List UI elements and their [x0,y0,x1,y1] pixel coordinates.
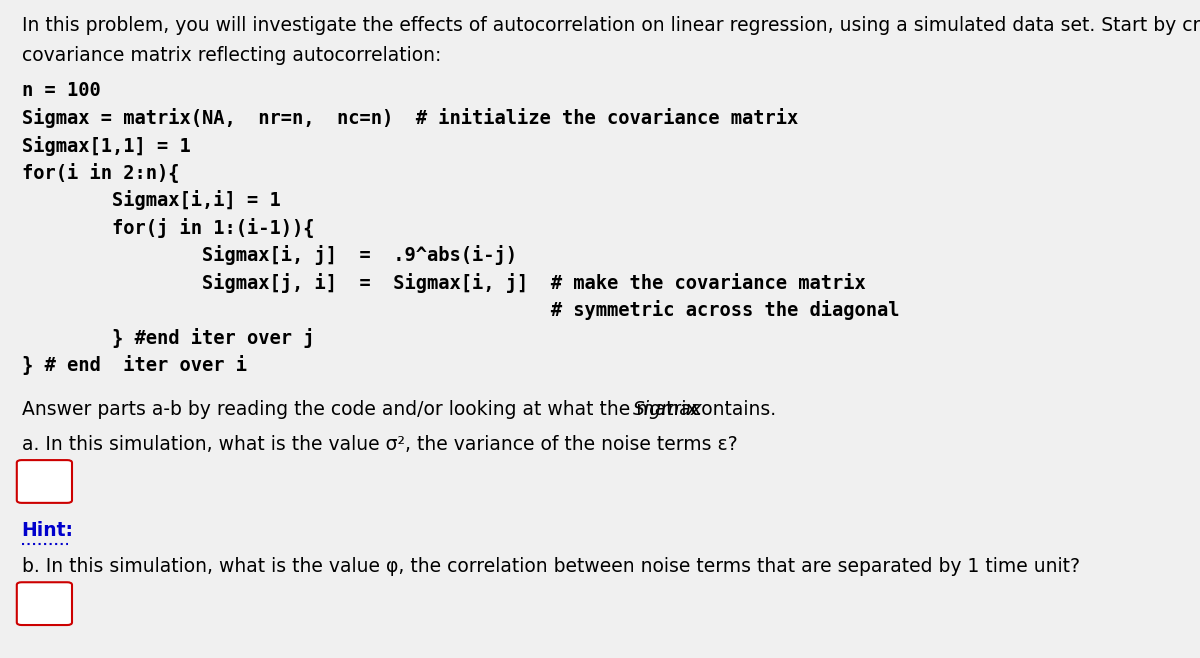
Text: Sigmax[i, j]  =  .9^abs(i-j): Sigmax[i, j] = .9^abs(i-j) [22,245,517,265]
Text: } # end  iter over i: } # end iter over i [22,355,247,375]
Text: Sigmax[1,1] = 1: Sigmax[1,1] = 1 [22,136,191,155]
Text: for(i in 2:n){: for(i in 2:n){ [22,163,179,183]
Text: a. In this simulation, what is the value σ², the variance of the noise terms ε?: a. In this simulation, what is the value… [22,435,737,454]
Text: Hint:: Hint: [22,520,73,540]
Text: n = 100: n = 100 [22,80,101,99]
Text: } #end iter over j: } #end iter over j [22,328,314,348]
FancyBboxPatch shape [17,582,72,625]
Text: covariance matrix reflecting autocorrelation:: covariance matrix reflecting autocorrela… [22,46,440,65]
Text: Sigmax = matrix(NA,  nr=n,  nc=n)  # initialize the covariance matrix: Sigmax = matrix(NA, nr=n, nc=n) # initia… [22,108,798,128]
Text: for(j in 1:(i-1)){: for(j in 1:(i-1)){ [22,218,314,238]
Text: Answer parts a-b by reading the code and/or looking at what the matrix: Answer parts a-b by reading the code and… [22,400,703,419]
Text: In this problem, you will investigate the effects of autocorrelation on linear r: In this problem, you will investigate th… [22,16,1200,36]
FancyBboxPatch shape [17,460,72,503]
Text: Sigmax[j, i]  =  Sigmax[i, j]  # make the covariance matrix: Sigmax[j, i] = Sigmax[i, j] # make the c… [22,273,865,293]
Text: Sigmax[i,i] = 1: Sigmax[i,i] = 1 [22,190,281,211]
Text: # symmetric across the diagonal: # symmetric across the diagonal [22,301,899,320]
Text: b. In this simulation, what is the value φ, the correlation between noise terms : b. In this simulation, what is the value… [22,557,1080,576]
Text: contains.: contains. [685,400,776,419]
Text: Sigmax: Sigmax [634,400,703,419]
